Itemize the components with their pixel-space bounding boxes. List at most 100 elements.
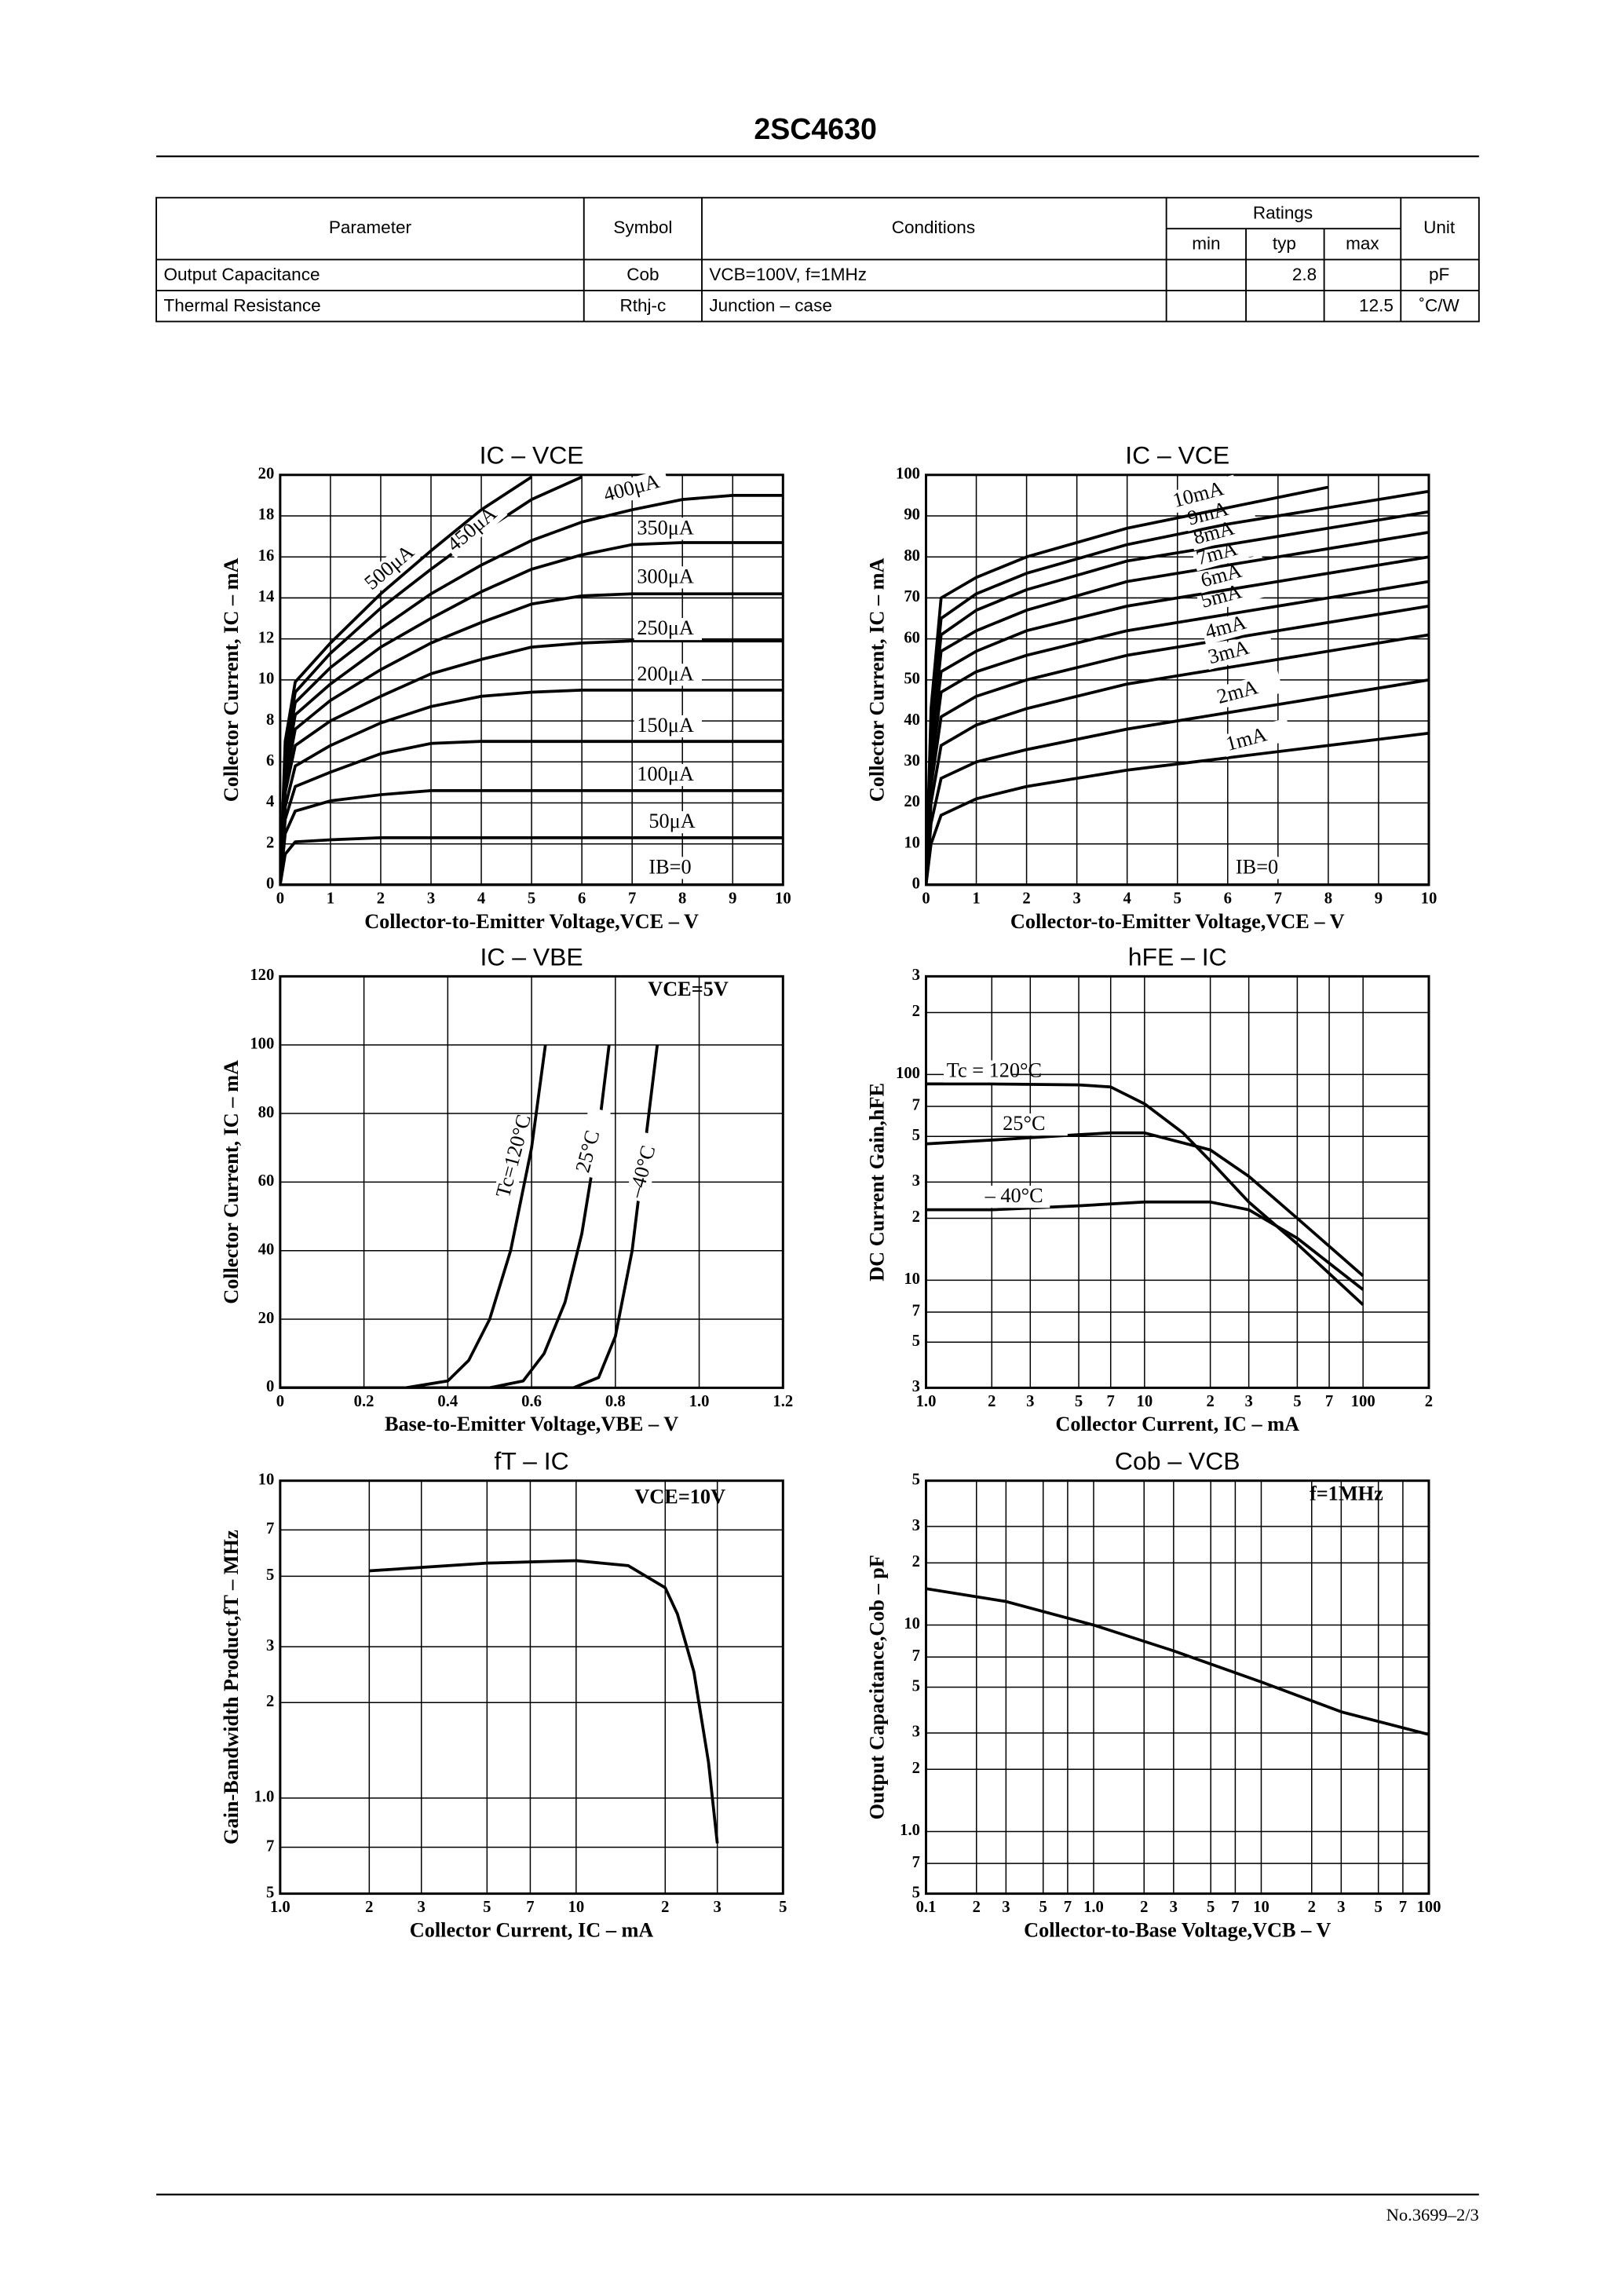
x-tick-label: 3 bbox=[418, 1899, 426, 1916]
y-tick-label: 20 bbox=[258, 466, 275, 483]
x-tick-label: 2 bbox=[661, 1899, 669, 1916]
chart-title: hFE – IC bbox=[1128, 942, 1227, 971]
y-tick-label: 5 bbox=[912, 1884, 920, 1901]
chart-title: Cob – VCB bbox=[1115, 1447, 1240, 1475]
y-tick-label: 5 bbox=[912, 1333, 920, 1350]
x-tick-label: 6 bbox=[1224, 890, 1232, 907]
data-line bbox=[279, 1044, 659, 1388]
footer-text: No.3699–2/3 bbox=[1386, 2205, 1479, 2225]
y-tick-label: 6 bbox=[266, 752, 274, 770]
spec-table: Parameter Symbol Conditions Unit Ratings… bbox=[155, 196, 1480, 323]
x-tick-label: 2 bbox=[1206, 1393, 1214, 1410]
column-header: Ratings bbox=[1253, 203, 1313, 222]
y-tick-label: 7 bbox=[912, 1647, 920, 1665]
data-line bbox=[926, 485, 1329, 885]
column-header: Unit bbox=[1423, 218, 1456, 237]
y-tick-label: 100 bbox=[250, 1035, 274, 1052]
y-tick-label: 2 bbox=[266, 834, 274, 851]
x-tick-label: 7 bbox=[1064, 1899, 1072, 1916]
curve-label: 450μA bbox=[443, 502, 501, 556]
x-tick-label: 7 bbox=[1399, 1899, 1407, 1916]
label-backdrop bbox=[634, 517, 703, 540]
y-tick-label: 10 bbox=[258, 671, 275, 688]
x-axis-label: Collector-to-Emitter Voltage,VCE – V bbox=[364, 910, 699, 933]
column-header: max bbox=[1346, 234, 1379, 254]
y-tick-label: 120 bbox=[250, 967, 274, 984]
x-tick-label: 7 bbox=[1325, 1393, 1333, 1410]
data-line bbox=[926, 605, 1429, 885]
y-tick-label: 2 bbox=[912, 1760, 920, 1777]
label-backdrop bbox=[645, 811, 714, 834]
label-backdrop bbox=[491, 1132, 532, 1204]
x-tick-label: 2 bbox=[988, 1393, 995, 1410]
label-backdrop bbox=[1211, 671, 1284, 710]
y-tick-label: 18 bbox=[258, 506, 275, 524]
y-tick-label: 0 bbox=[266, 876, 274, 893]
curve-label: 300μA bbox=[637, 565, 694, 587]
plot-frame bbox=[924, 974, 1430, 1389]
y-tick-label: 60 bbox=[258, 1172, 275, 1190]
label-backdrop bbox=[441, 498, 508, 559]
y-tick-label: 7 bbox=[266, 1837, 274, 1855]
x-tick-label: 7 bbox=[526, 1899, 534, 1916]
data-line bbox=[926, 731, 1429, 885]
label-backdrop bbox=[944, 1060, 1012, 1083]
y-tick-label: 3 bbox=[912, 967, 920, 984]
data-line bbox=[926, 1131, 1364, 1278]
x-tick-label: 5 bbox=[1075, 1393, 1083, 1410]
label-backdrop bbox=[999, 1113, 1068, 1136]
y-tick-label: 2 bbox=[912, 1003, 920, 1020]
x-tick-label: 5 bbox=[1174, 890, 1182, 907]
label-backdrop bbox=[1203, 631, 1275, 671]
page-title: 2SC4630 bbox=[754, 112, 877, 145]
x-tick-label: 6 bbox=[578, 890, 586, 907]
data-line bbox=[926, 633, 1429, 885]
y-tick-label: 5 bbox=[266, 1884, 274, 1901]
label-backdrop bbox=[634, 715, 703, 738]
x-tick-label: 10 bbox=[1421, 890, 1438, 907]
curve-label: 25°C bbox=[1003, 1112, 1045, 1135]
y-tick-label: 12 bbox=[258, 629, 275, 646]
x-tick-label: 1.0 bbox=[689, 1393, 710, 1410]
plot-frame bbox=[924, 1479, 1430, 1896]
label-backdrop bbox=[634, 566, 703, 589]
x-tick-label: 3 bbox=[1072, 890, 1080, 907]
data-line bbox=[279, 592, 784, 885]
curve-label: 150μA bbox=[637, 714, 694, 737]
x-tick-label: 7 bbox=[628, 890, 636, 907]
label-backdrop bbox=[1200, 605, 1272, 645]
chart-title: IC – VBE bbox=[480, 942, 583, 971]
x-tick-label: 4 bbox=[1123, 890, 1131, 907]
column-header: Conditions bbox=[892, 218, 975, 237]
curve-label: Tc = 120°C bbox=[947, 1058, 1042, 1081]
label-backdrop bbox=[1182, 492, 1255, 532]
data-line bbox=[369, 1559, 719, 1844]
x-tick-label: 0.1 bbox=[916, 1899, 937, 1916]
y-tick-label: 5 bbox=[266, 1567, 274, 1584]
data-line bbox=[279, 494, 784, 885]
x-tick-label: 3 bbox=[714, 1899, 721, 1916]
y-tick-label: 3 bbox=[912, 1724, 920, 1741]
data-line bbox=[279, 689, 784, 885]
x-tick-label: 1.0 bbox=[916, 1393, 937, 1410]
data-line bbox=[926, 1587, 1429, 1736]
x-tick-label: 5 bbox=[528, 890, 535, 907]
curve-label: IB=0 bbox=[648, 855, 691, 878]
x-tick-label: 3 bbox=[1002, 1899, 1010, 1916]
data-line bbox=[279, 475, 583, 885]
x-tick-label: 8 bbox=[1324, 890, 1332, 907]
table-cell: Thermal Resistance bbox=[163, 296, 320, 316]
y-tick-label: 2 bbox=[912, 1208, 920, 1226]
label-backdrop bbox=[634, 763, 703, 787]
x-tick-label: 1 bbox=[327, 890, 334, 907]
curve-label: 350μA bbox=[637, 516, 694, 539]
label-backdrop bbox=[981, 1186, 1050, 1208]
label-backdrop bbox=[634, 664, 703, 686]
table-cell: Junction – case bbox=[709, 296, 831, 316]
x-axis-label: Collector Current, IC – mA bbox=[1055, 1413, 1299, 1435]
curve-label: 100μA bbox=[637, 762, 694, 785]
x-tick-label: 10 bbox=[775, 890, 791, 907]
y-tick-label: 3 bbox=[912, 1378, 920, 1395]
